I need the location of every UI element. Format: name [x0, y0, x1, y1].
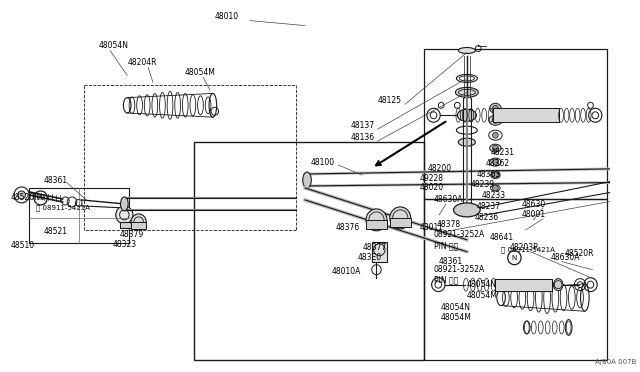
Ellipse shape: [458, 138, 476, 146]
Bar: [495, 279, 552, 291]
Text: 48361: 48361: [44, 176, 68, 185]
Bar: [424, 199, 607, 360]
Text: 48630A: 48630A: [433, 195, 463, 205]
Ellipse shape: [489, 115, 502, 125]
Text: 48378: 48378: [436, 220, 461, 230]
Text: PIN ビン: PIN ビン: [433, 275, 458, 284]
Bar: [195, 141, 424, 360]
Ellipse shape: [554, 279, 563, 291]
Bar: [424, 49, 607, 199]
Text: 48233: 48233: [482, 192, 506, 201]
Text: 48054M: 48054M: [467, 291, 498, 300]
Text: 08921-3252A: 08921-3252A: [433, 265, 485, 274]
Text: 48054M: 48054M: [440, 313, 471, 322]
Bar: [131, 222, 147, 229]
Circle shape: [493, 132, 499, 138]
Text: 48520R: 48520R: [10, 193, 40, 202]
Text: 48520R: 48520R: [565, 249, 595, 258]
Text: 48204R: 48204R: [127, 58, 157, 67]
Text: 48361: 48361: [438, 257, 463, 266]
Text: 48521: 48521: [44, 227, 67, 236]
Text: 48323: 48323: [113, 240, 137, 249]
Text: 48136: 48136: [351, 133, 375, 142]
Text: 48011: 48011: [419, 223, 444, 232]
Circle shape: [131, 214, 147, 230]
Text: 48363: 48363: [476, 170, 500, 179]
Text: A/80A 007B: A/80A 007B: [595, 359, 637, 365]
Ellipse shape: [490, 144, 501, 152]
Text: N: N: [512, 255, 517, 261]
Text: 48237: 48237: [476, 202, 500, 211]
Bar: [493, 108, 559, 122]
Text: 48376: 48376: [335, 223, 360, 232]
Ellipse shape: [454, 203, 480, 217]
Text: 08921-3252A: 08921-3252A: [433, 230, 485, 239]
Text: 48231: 48231: [491, 148, 515, 157]
Bar: [390, 218, 411, 227]
Circle shape: [493, 105, 499, 111]
Text: 48010: 48010: [215, 12, 239, 21]
Text: 48236: 48236: [474, 214, 499, 222]
Text: 48377: 48377: [362, 243, 387, 252]
Circle shape: [390, 207, 411, 229]
Text: 48362: 48362: [486, 158, 510, 167]
Bar: [120, 222, 133, 228]
Text: 49228: 49228: [419, 173, 444, 183]
Ellipse shape: [458, 48, 476, 54]
Text: 48239: 48239: [470, 180, 495, 189]
Circle shape: [493, 185, 499, 191]
Text: 48203R: 48203R: [509, 243, 539, 252]
Text: 48054N: 48054N: [440, 303, 470, 312]
Ellipse shape: [458, 109, 476, 121]
Text: 48510: 48510: [10, 241, 35, 250]
Ellipse shape: [490, 103, 501, 113]
Text: 48010A: 48010A: [332, 267, 361, 276]
Circle shape: [116, 206, 133, 224]
Text: 48054N: 48054N: [99, 41, 129, 50]
Bar: [29, 188, 129, 243]
Text: 48137: 48137: [351, 121, 375, 130]
Ellipse shape: [456, 87, 478, 97]
Text: 48641: 48641: [490, 233, 514, 242]
Bar: [493, 108, 559, 122]
Text: N: N: [38, 195, 44, 201]
Circle shape: [366, 209, 387, 231]
Text: 48630: 48630: [522, 201, 547, 209]
Ellipse shape: [120, 197, 128, 211]
Text: 48379: 48379: [120, 230, 144, 239]
Text: 48001: 48001: [522, 211, 546, 219]
Text: 48054N: 48054N: [467, 280, 497, 289]
Bar: [372, 242, 387, 262]
Text: 48200: 48200: [428, 164, 452, 173]
Text: Ⓝ 08911-5421A: Ⓝ 08911-5421A: [501, 247, 555, 253]
Text: 483E0: 483E0: [358, 253, 381, 262]
Ellipse shape: [491, 171, 500, 179]
Text: 48100: 48100: [311, 158, 335, 167]
Bar: [495, 279, 552, 291]
Text: 48630A: 48630A: [550, 253, 580, 262]
Circle shape: [18, 191, 26, 199]
Circle shape: [493, 159, 499, 165]
Text: 48020: 48020: [419, 183, 444, 192]
Circle shape: [493, 117, 499, 123]
Text: 48054M: 48054M: [184, 68, 215, 77]
Bar: [366, 220, 387, 229]
Text: PIN ビン: PIN ビン: [433, 241, 458, 250]
Text: Ⓝ 08911-5421A: Ⓝ 08911-5421A: [36, 205, 90, 211]
Text: 48125: 48125: [378, 96, 401, 105]
Circle shape: [493, 145, 499, 151]
Circle shape: [493, 172, 499, 178]
Ellipse shape: [303, 172, 311, 188]
